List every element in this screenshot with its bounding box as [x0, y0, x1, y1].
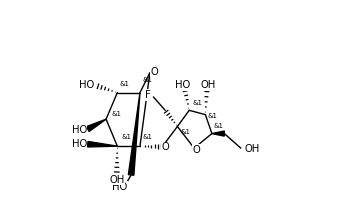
Text: O: O: [192, 145, 200, 155]
Text: HO: HO: [175, 81, 191, 90]
Text: OH: OH: [201, 81, 216, 90]
Text: O: O: [161, 142, 169, 152]
Text: O: O: [150, 67, 158, 77]
Text: HO: HO: [72, 125, 87, 135]
Text: OH: OH: [245, 144, 260, 154]
Text: &1: &1: [208, 113, 218, 119]
Polygon shape: [87, 141, 117, 147]
Text: &1: &1: [142, 77, 152, 83]
Text: HO: HO: [72, 139, 87, 149]
Text: OH: OH: [109, 175, 125, 185]
Polygon shape: [128, 93, 140, 175]
Text: &1: &1: [181, 129, 191, 135]
Polygon shape: [212, 131, 224, 136]
Text: &1: &1: [193, 100, 203, 106]
Text: &1: &1: [214, 123, 224, 129]
Text: &1: &1: [120, 81, 130, 87]
Text: F: F: [145, 90, 151, 100]
Text: &1: &1: [111, 111, 121, 117]
Text: &1: &1: [142, 134, 152, 140]
Text: HO: HO: [112, 182, 128, 192]
Text: HO: HO: [80, 80, 95, 90]
Polygon shape: [86, 119, 106, 131]
Text: &1: &1: [122, 134, 132, 140]
